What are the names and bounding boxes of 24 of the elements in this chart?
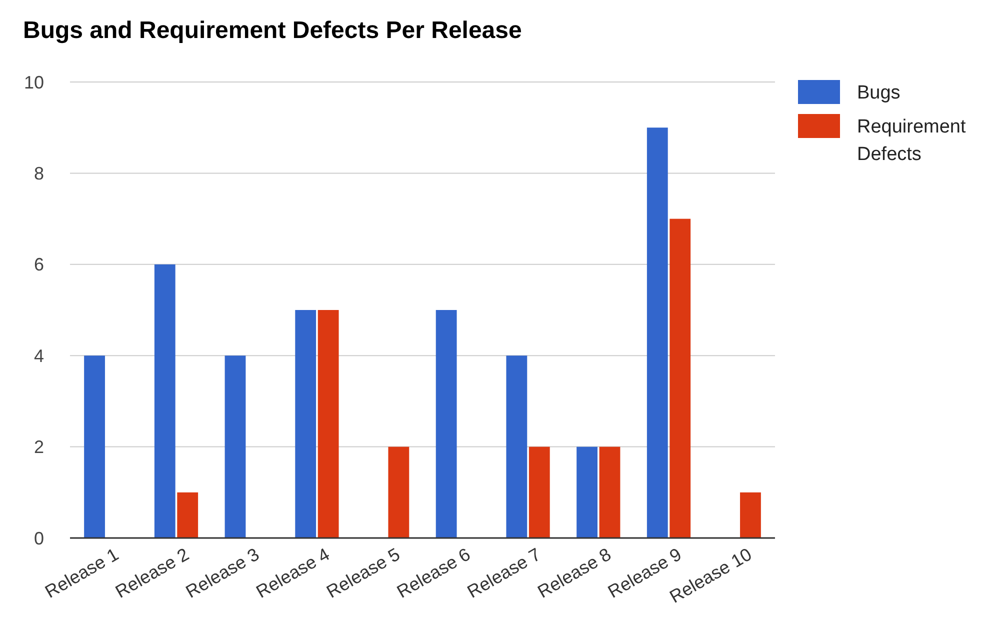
bar [646,128,668,538]
bar [177,492,198,538]
legend-label: Bugs [857,82,900,104]
bar [528,446,550,538]
y-tick-label: 0 [34,528,44,548]
bar [388,446,410,538]
bar [295,310,316,538]
bar [436,310,457,538]
bar [576,446,598,538]
bar [670,218,691,538]
y-tick-label: 6 [34,254,44,275]
bar [224,356,246,538]
chart-title: Bugs and Requirement Defects Per Release [23,17,522,44]
y-tick-label: 10 [24,72,44,92]
y-tick-label: 2 [34,437,44,458]
bar [599,446,620,538]
legend-label: Requirement Defects [857,116,966,166]
bar [740,492,761,538]
y-tick-label: 4 [34,346,44,366]
bar [84,356,105,538]
bar [318,310,339,538]
bar [154,264,176,538]
bar [506,356,528,538]
y-tick-label: 8 [34,164,44,184]
